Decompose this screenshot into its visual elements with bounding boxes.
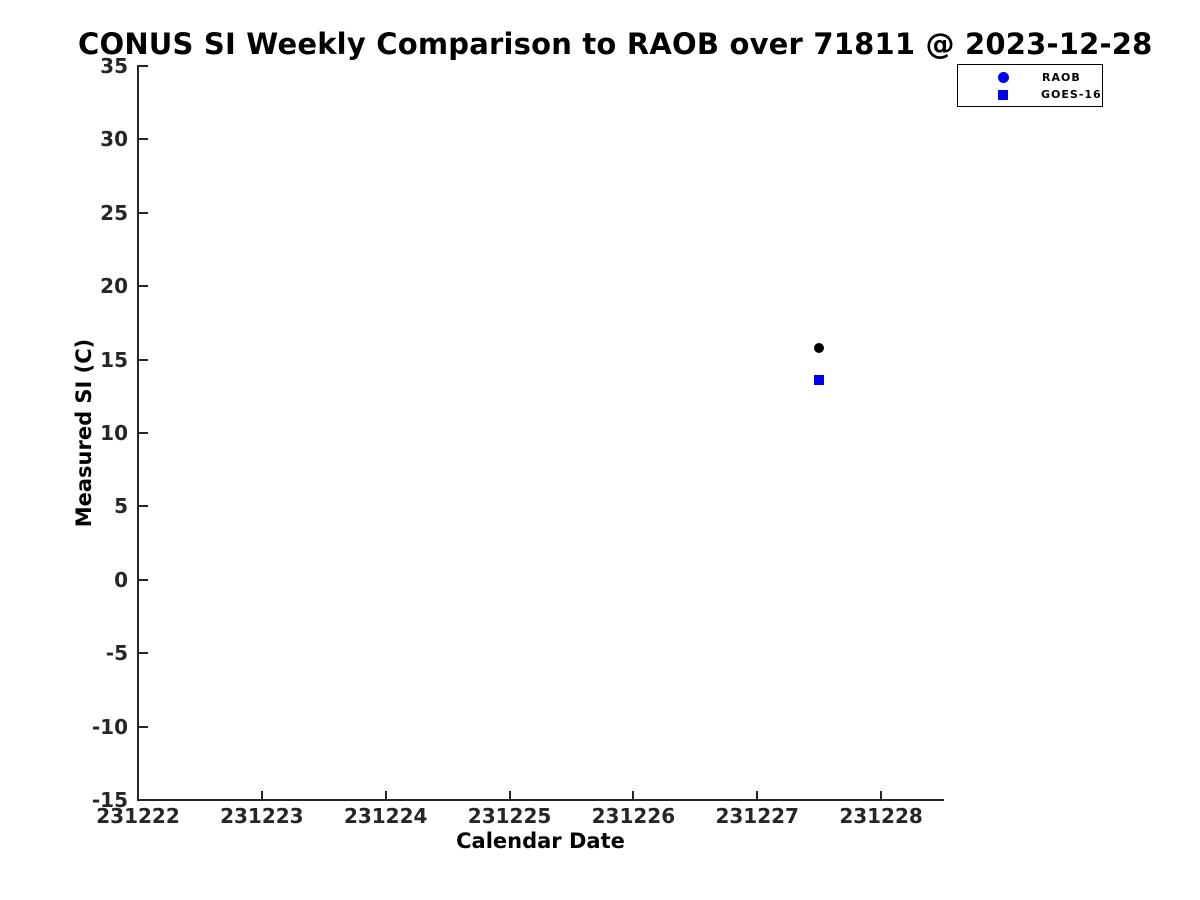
y-tick-mark	[139, 358, 148, 361]
y-tick-label: 0	[114, 567, 128, 592]
x-axis-line	[137, 799, 944, 801]
x-tick-label: 231228	[839, 804, 923, 828]
y-tick-mark	[139, 799, 148, 801]
y-tick-mark	[139, 578, 148, 581]
y-tick-mark	[139, 505, 148, 508]
y-tick-label: 30	[100, 127, 128, 152]
x-tick-mark	[384, 791, 387, 799]
y-tick-mark	[139, 725, 148, 728]
x-tick-mark	[756, 791, 759, 799]
x-tick-mark	[632, 791, 635, 799]
x-tick-mark	[260, 791, 263, 799]
y-tick-mark	[139, 211, 148, 214]
legend-item-raob: RAOB	[958, 69, 1102, 86]
legend-rows: RAOB GOES-16	[958, 69, 1102, 103]
y-tick-label: 35	[100, 54, 128, 78]
x-tick-label: 231226	[591, 804, 676, 828]
legend-label: GOES-16	[1041, 88, 1102, 101]
x-tick-label: 231224	[343, 804, 428, 828]
y-tick-label: 20	[100, 274, 128, 299]
x-tick-mark	[137, 791, 139, 799]
y-tick-label: -15	[91, 788, 128, 812]
x-axis-label: Calendar Date	[456, 829, 625, 853]
legend-label: RAOB	[1042, 71, 1081, 84]
y-tick-label: 15	[100, 347, 128, 372]
x-tick-label: 231223	[220, 804, 304, 828]
y-axis-label: Measured SI (C)	[72, 338, 96, 528]
y-tick-mark	[139, 285, 148, 288]
x-tick-label: 231227	[715, 804, 799, 828]
y-tick-mark	[139, 652, 148, 655]
y-tick-label: -10	[91, 714, 128, 739]
y-tick-mark	[139, 138, 148, 141]
legend: RAOB GOES-16	[957, 64, 1103, 107]
y-tick-label: 25	[100, 200, 128, 225]
x-tick-mark	[508, 791, 511, 799]
legend-item-goes-16: GOES-16	[958, 86, 1102, 103]
chart-title: CONUS SI Weekly Comparison to RAOB over …	[78, 27, 1153, 61]
x-tick-label: 231222	[96, 804, 180, 828]
x-tick-label: 231225	[467, 804, 552, 828]
y-tick-label: 10	[100, 421, 128, 445]
goes-16-legend-marker-icon	[998, 90, 1008, 100]
y-tick-mark	[139, 432, 148, 434]
y-tick-label: 5	[114, 494, 128, 519]
data-point-raob	[814, 342, 825, 353]
y-axis-line	[137, 65, 139, 801]
y-tick-mark	[139, 65, 148, 67]
x-tick-mark	[880, 791, 883, 799]
raob-legend-marker-icon	[998, 72, 1009, 83]
data-point-goes-16	[814, 375, 825, 386]
y-tick-label: -5	[105, 641, 128, 666]
